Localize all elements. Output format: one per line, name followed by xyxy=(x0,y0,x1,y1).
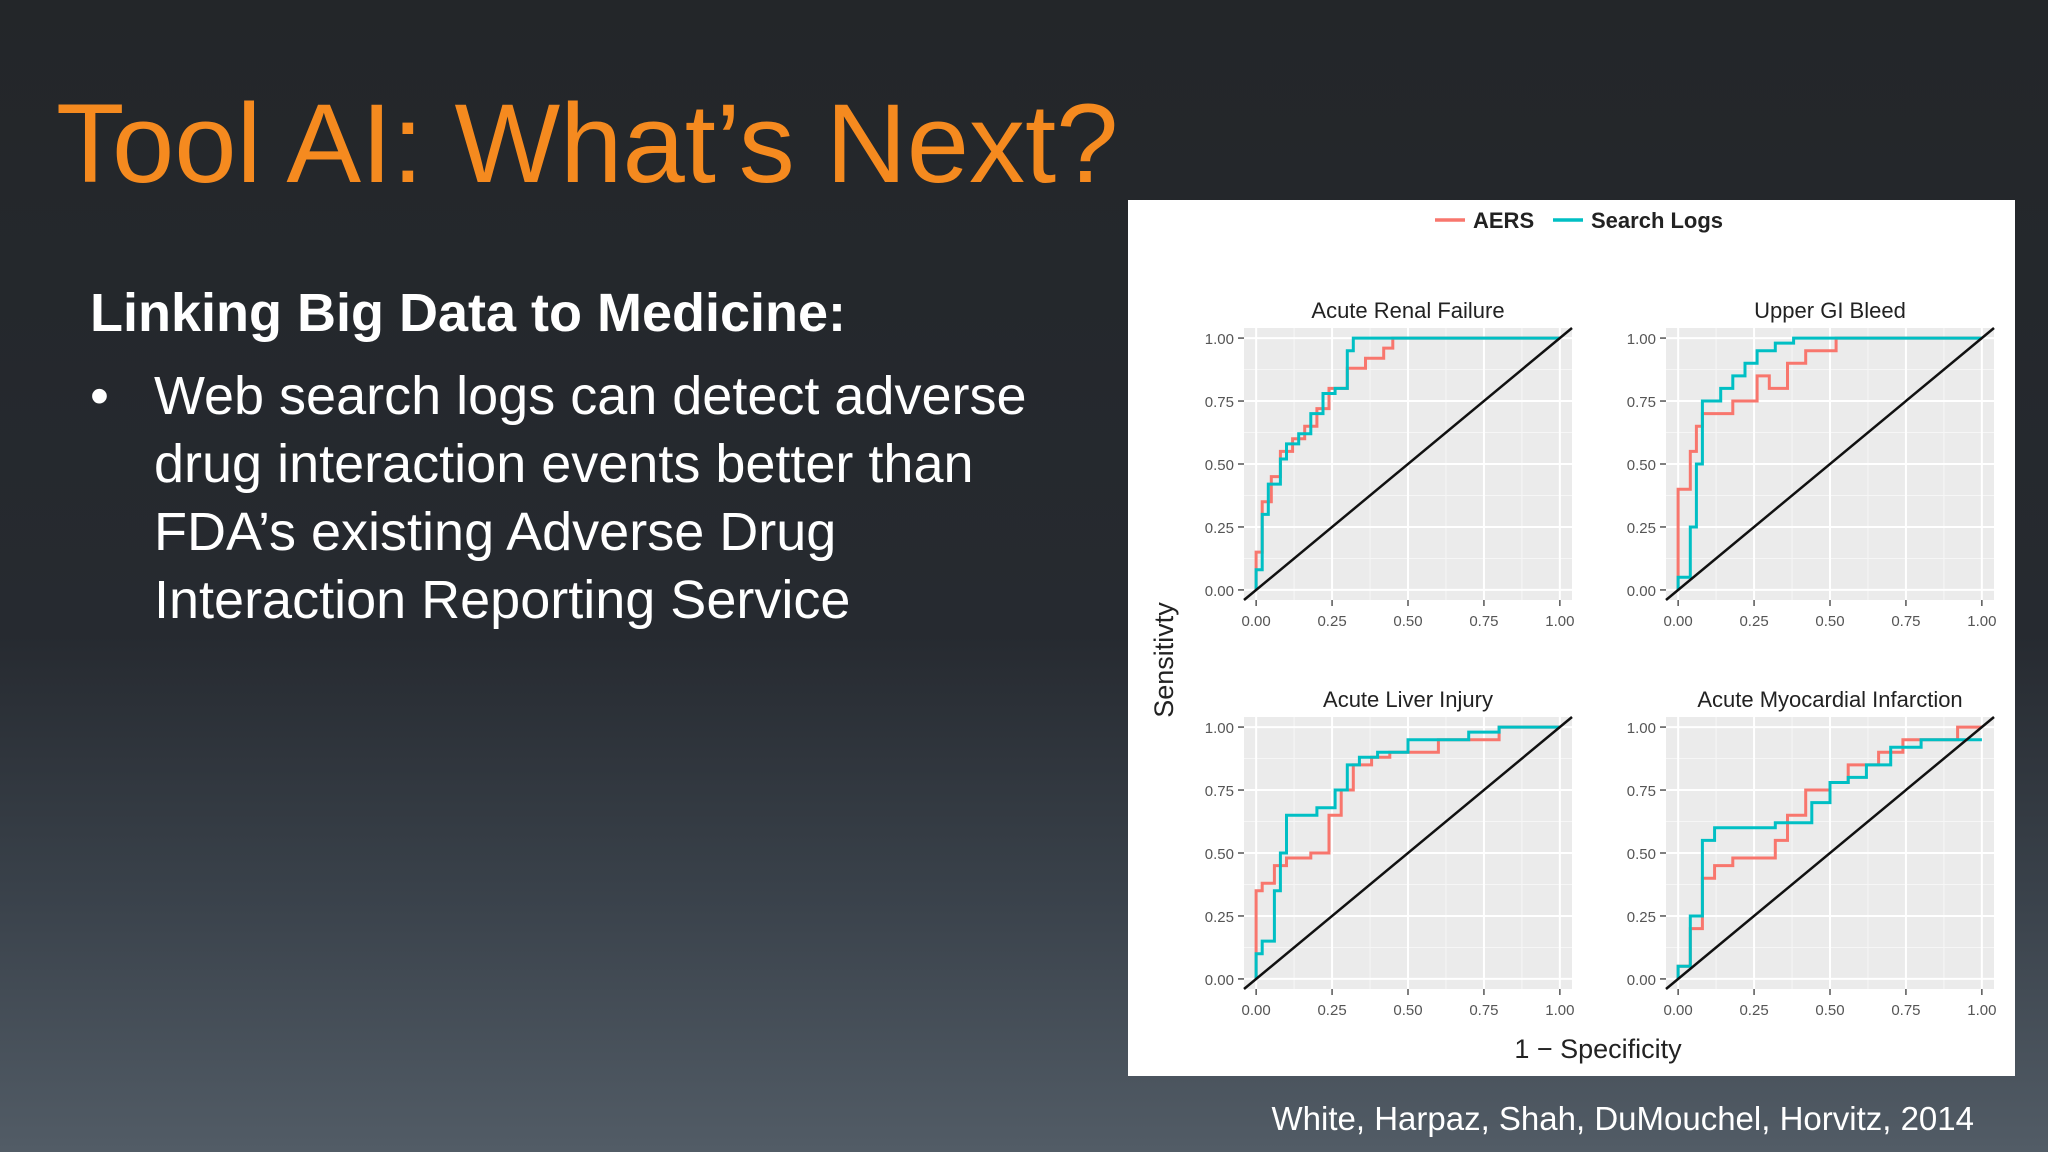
roc-curve-search-logs xyxy=(1676,738,1982,979)
x-tick-label: 0.25 xyxy=(1739,1002,1768,1019)
y-tick-label: 0.25 xyxy=(1627,520,1656,537)
panel-title: Upper GI Bleed xyxy=(1754,298,1906,323)
x-tick-label: 1.00 xyxy=(1967,1002,1996,1019)
y-tick-label: 0.00 xyxy=(1627,583,1656,600)
roc-curve-search-logs xyxy=(1254,725,1560,979)
reference-diagonal xyxy=(1665,716,1995,990)
x-tick-label: 0.00 xyxy=(1664,613,1693,630)
x-tick-label: 0.25 xyxy=(1317,613,1346,630)
reference-diagonal xyxy=(1243,716,1573,990)
x-tick-label: 0.25 xyxy=(1317,1002,1346,1019)
slide-subheading: Linking Big Data to Medicine: xyxy=(90,283,847,343)
bullet-dot-icon: • xyxy=(90,366,109,426)
y-tick-label: 0.50 xyxy=(1627,457,1656,474)
bullet-text: Web search logs can detect adverse drug … xyxy=(154,366,1027,630)
y-tick-label: 1.00 xyxy=(1627,720,1656,737)
y-tick-label: 0.75 xyxy=(1627,783,1656,800)
y-tick-label: 0.50 xyxy=(1205,457,1234,474)
y-tick-label: 0.25 xyxy=(1205,909,1234,926)
roc-curve-search-logs xyxy=(1254,336,1560,590)
roc-chart: AERS Search Logs Acute Renal Failure 0.00 0.… xyxy=(1149,208,1996,1064)
y-tick-label: 1.00 xyxy=(1627,331,1656,348)
x-tick-label: 1.00 xyxy=(1967,613,1996,630)
x-tick-label: 0.00 xyxy=(1664,1002,1693,1019)
x-tick-label: 0.75 xyxy=(1469,1002,1498,1019)
panel-title: Acute Renal Failure xyxy=(1311,298,1504,323)
x-tick-label: 0.00 xyxy=(1242,1002,1271,1019)
x-tick-label: 0.50 xyxy=(1393,1002,1422,1019)
x-tick-label: 0.00 xyxy=(1242,613,1271,630)
reference-diagonal xyxy=(1665,327,1995,601)
x-tick-label: 0.75 xyxy=(1469,613,1498,630)
y-tick-label: 0.50 xyxy=(1627,846,1656,863)
x-tick-label: 0.50 xyxy=(1815,613,1844,630)
panel-title: Acute Liver Injury xyxy=(1323,687,1493,712)
y-tick-label: 1.00 xyxy=(1205,331,1234,348)
x-tick-label: 0.25 xyxy=(1739,613,1768,630)
roc-curve-search-logs xyxy=(1676,336,1982,590)
y-tick-label: 0.50 xyxy=(1205,846,1234,863)
x-axis-label: 1 − Specificity xyxy=(1514,1034,1682,1064)
y-tick-label: 0.25 xyxy=(1205,520,1234,537)
x-tick-label: 1.00 xyxy=(1545,613,1574,630)
y-tick-label: 1.00 xyxy=(1205,720,1234,737)
x-tick-label: 1.00 xyxy=(1545,1002,1574,1019)
legend-label: Search Logs xyxy=(1591,208,1723,233)
x-tick-label: 0.50 xyxy=(1815,1002,1844,1019)
roc-curve-aers xyxy=(1254,336,1560,590)
roc-curve-aers xyxy=(1254,725,1560,979)
y-tick-label: 0.75 xyxy=(1205,394,1234,411)
y-tick-label: 0.00 xyxy=(1205,583,1234,600)
bullet-list: • Web search logs can detect adverse dru… xyxy=(90,362,1090,634)
y-tick-label: 0.00 xyxy=(1627,972,1656,989)
reference-diagonal xyxy=(1243,327,1573,601)
y-tick-label: 0.00 xyxy=(1205,972,1234,989)
legend-label: AERS xyxy=(1473,208,1534,233)
bullet-item: • Web search logs can detect adverse dru… xyxy=(90,362,1090,634)
y-tick-label: 0.25 xyxy=(1627,909,1656,926)
roc-figure: AERS Search Logs Acute Renal Failure 0.00 0.… xyxy=(1128,200,2015,1076)
x-tick-label: 0.75 xyxy=(1891,613,1920,630)
y-tick-label: 0.75 xyxy=(1627,394,1656,411)
x-tick-label: 0.50 xyxy=(1393,613,1422,630)
y-tick-label: 0.75 xyxy=(1205,783,1234,800)
x-tick-label: 0.75 xyxy=(1891,1002,1920,1019)
panel-title: Acute Myocardial Infarction xyxy=(1697,687,1962,712)
slide-title: Tool AI: What’s Next? xyxy=(56,81,1119,206)
citation: White, Harpaz, Shah, DuMouchel, Horvitz,… xyxy=(1271,1100,1975,1137)
roc-curve-aers xyxy=(1676,336,1982,590)
y-axis-label: Sensitivty xyxy=(1149,602,1179,718)
